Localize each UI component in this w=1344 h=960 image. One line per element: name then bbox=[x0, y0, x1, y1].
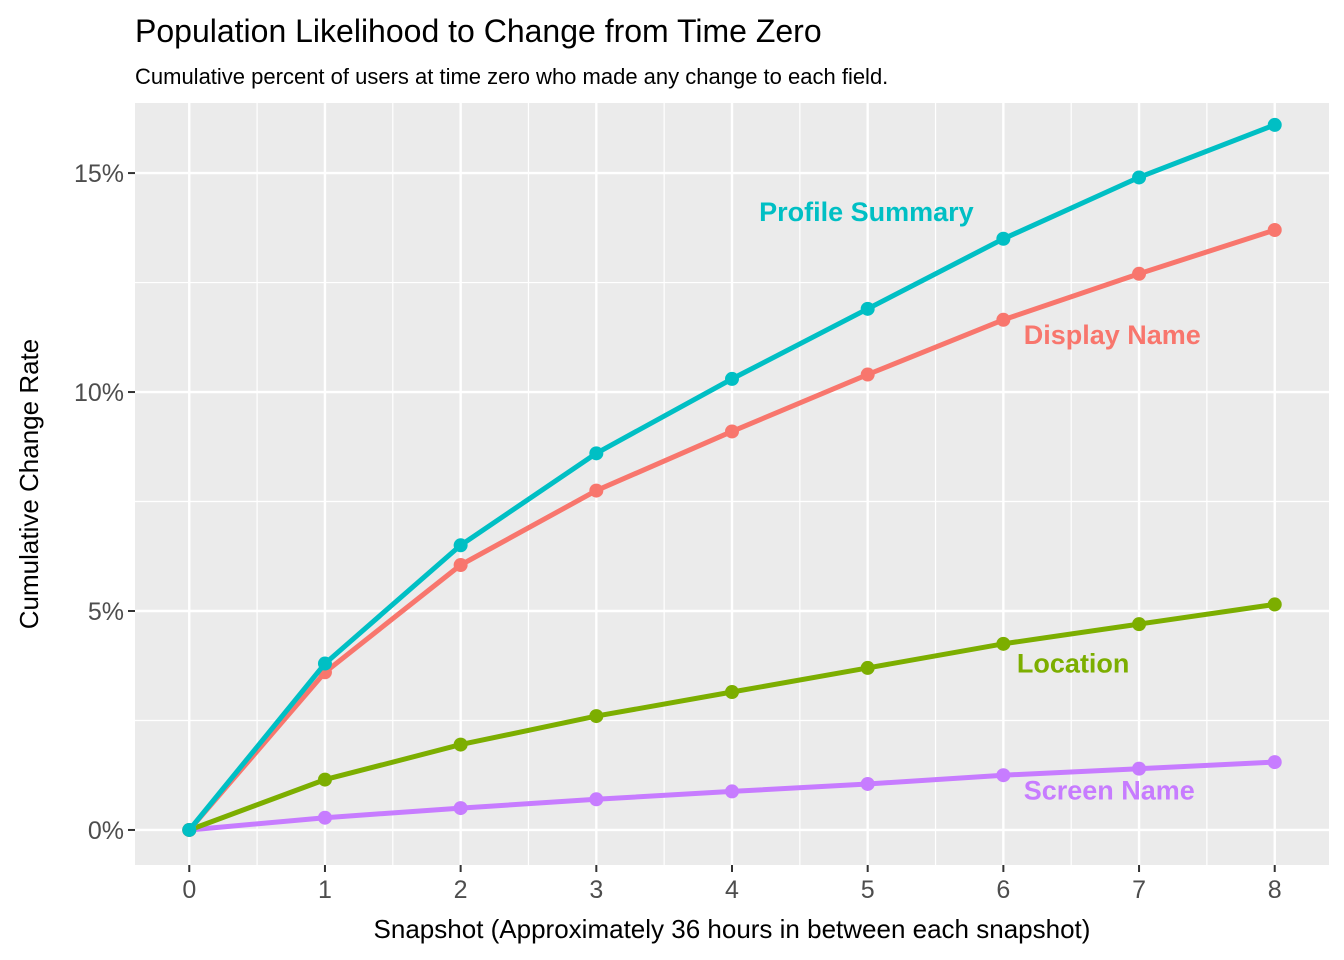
data-point-location bbox=[996, 636, 1011, 651]
series-label-profile-summary: Profile Summary bbox=[759, 197, 974, 227]
y-tick-label: 0% bbox=[88, 817, 124, 845]
series-group: Screen Name Location Display Name Profile S… bbox=[182, 117, 1282, 837]
data-point-location bbox=[1132, 617, 1147, 632]
chart-title: Population Likelihood to Change from Tim… bbox=[135, 13, 822, 49]
data-point-screen-name bbox=[725, 784, 739, 799]
data-point-screen-name bbox=[860, 776, 875, 791]
data-point-profile-summary bbox=[725, 371, 739, 386]
data-point-location bbox=[453, 737, 468, 752]
data-point-screen-name bbox=[1267, 755, 1282, 770]
data-point-display-name bbox=[860, 367, 875, 382]
data-point-display-name bbox=[725, 424, 739, 439]
data-point-screen-name bbox=[589, 792, 604, 807]
x-axis-title: Snapshot (Approximately 36 hours in betw… bbox=[374, 914, 1091, 944]
data-point-profile-summary bbox=[860, 301, 875, 316]
data-point-display-name bbox=[1132, 266, 1147, 281]
x-tick-label: 4 bbox=[725, 876, 739, 904]
data-point-display-name bbox=[1267, 223, 1282, 237]
x-tick-label: 2 bbox=[454, 876, 468, 904]
data-point-profile-summary bbox=[453, 538, 468, 553]
y-tick-label: 10% bbox=[74, 379, 124, 407]
data-point-display-name bbox=[453, 558, 468, 573]
data-point-profile-summary bbox=[996, 231, 1011, 246]
data-point-location bbox=[860, 660, 875, 675]
data-point-profile-summary bbox=[1132, 170, 1147, 185]
x-tick-label: 0 bbox=[182, 876, 196, 904]
x-tick-label: 7 bbox=[1132, 876, 1146, 904]
series-profile-summary: Profile Summary bbox=[182, 117, 1282, 837]
series-display-name: Display Name bbox=[182, 223, 1282, 837]
chart-subtitle: Cumulative percent of users at time zero… bbox=[135, 64, 888, 89]
data-point-location bbox=[725, 685, 739, 700]
data-point-location bbox=[317, 772, 332, 787]
data-point-profile-summary bbox=[182, 822, 197, 837]
data-point-location bbox=[1267, 597, 1282, 612]
series-location: Location bbox=[182, 597, 1282, 837]
data-point-profile-summary bbox=[1267, 117, 1282, 132]
series-label-display-name: Display Name bbox=[1024, 320, 1201, 350]
data-point-screen-name bbox=[317, 810, 332, 825]
data-point-profile-summary bbox=[317, 656, 332, 671]
x-tick-label: 5 bbox=[861, 876, 875, 904]
axis-ticks: 0 1 2 3 4 5 6 7 8 0% 5% 10% 15% bbox=[74, 160, 1282, 904]
data-point-display-name bbox=[996, 312, 1011, 327]
series-screen-name: Screen Name bbox=[182, 755, 1282, 837]
x-tick-label: 1 bbox=[318, 876, 332, 904]
data-point-display-name bbox=[589, 483, 604, 498]
x-tick-label: 6 bbox=[996, 876, 1010, 904]
x-tick-label: 8 bbox=[1268, 876, 1282, 904]
y-tick-label: 5% bbox=[88, 598, 124, 626]
series-label-screen-name: Screen Name bbox=[1024, 775, 1195, 805]
y-axis-title: Cumulative Change Rate bbox=[14, 339, 44, 630]
y-tick-label: 15% bbox=[74, 160, 124, 188]
series-label-location: Location bbox=[1017, 648, 1130, 678]
data-point-screen-name bbox=[1132, 761, 1147, 776]
x-tick-label: 3 bbox=[589, 876, 603, 904]
data-point-profile-summary bbox=[589, 446, 604, 461]
data-point-location bbox=[589, 709, 604, 724]
data-point-screen-name bbox=[453, 801, 468, 816]
data-point-screen-name bbox=[996, 768, 1011, 783]
